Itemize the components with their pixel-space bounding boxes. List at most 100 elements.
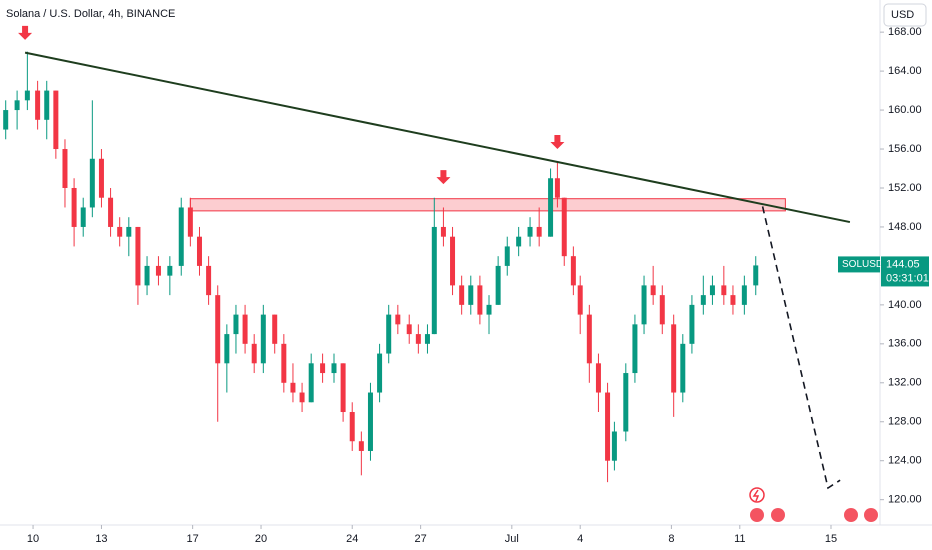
last-price-label: 144.05 bbox=[886, 258, 920, 270]
candle-body bbox=[386, 314, 392, 354]
currency-button[interactable] bbox=[883, 3, 927, 27]
candle-body bbox=[611, 431, 617, 461]
symbol-label-bg bbox=[838, 256, 880, 273]
y-tick-label: 156.00 bbox=[888, 143, 922, 155]
candle-body bbox=[577, 285, 583, 315]
candle-body bbox=[80, 207, 86, 227]
candle-body bbox=[561, 197, 567, 257]
event-icon[interactable] bbox=[844, 508, 858, 522]
candle-body bbox=[24, 90, 30, 101]
event-icons bbox=[749, 487, 878, 522]
candle-body bbox=[196, 236, 202, 266]
candle-body bbox=[700, 295, 706, 305]
candle-body bbox=[395, 314, 401, 325]
event-icon[interactable] bbox=[864, 508, 878, 522]
candle-body bbox=[178, 207, 184, 266]
candle-body bbox=[290, 382, 296, 393]
candle-body bbox=[62, 149, 68, 188]
candle-body bbox=[242, 314, 248, 344]
resistance-zone bbox=[189, 198, 786, 212]
candle-body bbox=[44, 90, 50, 120]
candle-body bbox=[689, 304, 695, 344]
x-tick-label: 27 bbox=[414, 533, 426, 545]
candle-body bbox=[260, 314, 266, 364]
candle-body bbox=[251, 343, 257, 364]
event-icon[interactable] bbox=[771, 508, 785, 522]
candle-body bbox=[349, 412, 355, 442]
candle-body bbox=[741, 285, 747, 305]
candle-body bbox=[586, 314, 592, 364]
arrow-marker bbox=[550, 135, 565, 150]
candle-body bbox=[281, 343, 287, 383]
event-icon[interactable] bbox=[749, 487, 765, 503]
candle-body bbox=[224, 334, 230, 364]
x-tick-label: 8 bbox=[668, 533, 674, 545]
candle-body bbox=[595, 363, 601, 393]
x-tick-label: 10 bbox=[27, 533, 39, 545]
candle-body bbox=[206, 265, 212, 296]
candle-body bbox=[340, 363, 346, 413]
symbol-label: SOLUSD bbox=[842, 259, 883, 270]
candle-body bbox=[215, 295, 221, 364]
candle-body bbox=[155, 265, 161, 276]
candle-body bbox=[650, 285, 656, 296]
candle-body bbox=[299, 392, 305, 403]
candle-body bbox=[3, 110, 9, 130]
candle-body bbox=[440, 226, 446, 237]
candle-body bbox=[71, 187, 77, 227]
candle-body bbox=[709, 285, 715, 296]
candle-body bbox=[753, 265, 759, 286]
candle-body bbox=[459, 285, 465, 305]
x-tick-label: 17 bbox=[187, 533, 199, 545]
candle-body bbox=[35, 90, 41, 120]
candle-body bbox=[377, 353, 383, 393]
candle-body bbox=[536, 226, 542, 237]
candle-body bbox=[431, 226, 437, 335]
candle-body bbox=[135, 226, 141, 286]
candle-body bbox=[108, 197, 114, 227]
event-icon[interactable] bbox=[750, 508, 764, 522]
candle-body bbox=[477, 285, 483, 315]
x-tick-label: 4 bbox=[577, 533, 583, 545]
candle-body bbox=[504, 246, 510, 266]
candle-body bbox=[570, 256, 576, 286]
currency-label[interactable]: USD bbox=[891, 9, 914, 21]
y-tick-label: 168.00 bbox=[888, 26, 922, 38]
y-tick-label: 136.00 bbox=[888, 338, 922, 350]
candle-body bbox=[98, 158, 104, 198]
x-tick-label: 15 bbox=[825, 533, 837, 545]
candle-body bbox=[516, 236, 522, 247]
event-icon-bolt bbox=[752, 489, 760, 502]
candle-body bbox=[632, 324, 638, 374]
x-tick-label: Jul bbox=[505, 533, 519, 545]
candle-body bbox=[89, 158, 95, 208]
candle-body bbox=[424, 334, 430, 344]
candle-body bbox=[548, 178, 554, 237]
candle-body bbox=[144, 265, 150, 286]
candle-body bbox=[486, 304, 492, 315]
candle-body bbox=[450, 236, 456, 286]
candle-body bbox=[406, 324, 412, 335]
candle-body bbox=[187, 207, 193, 237]
arrow-marker bbox=[436, 170, 451, 185]
arrow-marker bbox=[18, 25, 33, 40]
candle-body bbox=[167, 265, 173, 276]
candle-body bbox=[358, 441, 364, 451]
candle-body bbox=[126, 226, 132, 237]
candle-body bbox=[367, 392, 373, 451]
candle-body bbox=[495, 265, 501, 305]
candle-body bbox=[730, 295, 736, 305]
trendline bbox=[24, 51, 851, 224]
candle-body bbox=[605, 392, 611, 461]
candle-body bbox=[527, 226, 533, 237]
x-tick-label: 24 bbox=[346, 533, 358, 545]
candle-body bbox=[117, 226, 123, 237]
candle-body bbox=[680, 343, 686, 393]
x-tick-label: 13 bbox=[95, 533, 107, 545]
candle-body bbox=[53, 90, 59, 150]
candle-body bbox=[272, 314, 278, 344]
y-tick-label: 164.00 bbox=[888, 65, 922, 77]
x-tick-label: 11 bbox=[734, 533, 745, 545]
